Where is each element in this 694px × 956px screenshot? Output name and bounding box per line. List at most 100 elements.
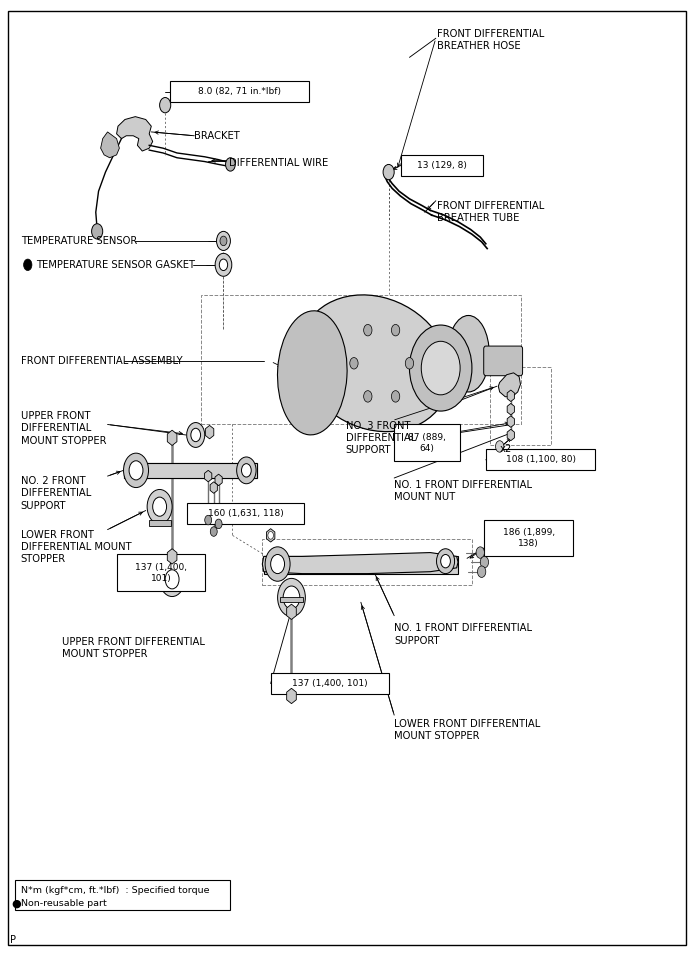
Polygon shape xyxy=(167,430,177,445)
Text: 160 (1,631, 118): 160 (1,631, 118) xyxy=(208,509,284,518)
Text: N*m (kgf*cm, ft.*lbf)  : Specified torque: N*m (kgf*cm, ft.*lbf) : Specified torque xyxy=(21,885,210,895)
Polygon shape xyxy=(287,688,296,704)
Text: BRACKET: BRACKET xyxy=(194,131,240,141)
FancyBboxPatch shape xyxy=(401,155,483,176)
Polygon shape xyxy=(215,474,222,486)
Bar xyxy=(201,295,520,424)
Circle shape xyxy=(92,224,103,239)
FancyBboxPatch shape xyxy=(187,503,304,524)
Circle shape xyxy=(437,549,455,574)
Circle shape xyxy=(364,324,372,336)
Bar xyxy=(124,463,257,478)
Circle shape xyxy=(147,489,172,524)
Text: LOWER FRONT DIFFERENTIAL
MOUNT STOPPER: LOWER FRONT DIFFERENTIAL MOUNT STOPPER xyxy=(394,719,541,741)
Circle shape xyxy=(124,453,149,488)
Text: LOWER FRONT
DIFFERENTIAL MOUNT
STOPPER: LOWER FRONT DIFFERENTIAL MOUNT STOPPER xyxy=(21,530,131,564)
Circle shape xyxy=(383,164,394,180)
Circle shape xyxy=(441,554,450,568)
FancyBboxPatch shape xyxy=(394,424,460,461)
Circle shape xyxy=(265,547,290,581)
Bar xyxy=(262,539,472,585)
Bar xyxy=(264,556,458,574)
Circle shape xyxy=(242,464,251,477)
Ellipse shape xyxy=(299,294,450,432)
Circle shape xyxy=(187,423,205,447)
Circle shape xyxy=(405,358,414,369)
Circle shape xyxy=(283,586,300,609)
Polygon shape xyxy=(507,390,514,402)
Circle shape xyxy=(217,231,230,250)
Text: NO. 1 FRONT DIFFERENTIAL
SUPPORT: NO. 1 FRONT DIFFERENTIAL SUPPORT xyxy=(394,623,532,645)
Polygon shape xyxy=(101,132,119,158)
Polygon shape xyxy=(498,373,520,397)
Text: DIFFERENTIAL WIRE: DIFFERENTIAL WIRE xyxy=(229,158,328,167)
Circle shape xyxy=(476,547,484,558)
Circle shape xyxy=(210,527,217,536)
Bar xyxy=(490,367,551,445)
Circle shape xyxy=(153,497,167,516)
Text: Non-reusable part: Non-reusable part xyxy=(21,900,107,908)
Circle shape xyxy=(391,391,400,402)
Polygon shape xyxy=(507,429,514,441)
Circle shape xyxy=(477,566,486,577)
Polygon shape xyxy=(266,529,275,542)
Polygon shape xyxy=(507,403,514,415)
Text: FRONT DIFFERENTIAL ASSEMBLY: FRONT DIFFERENTIAL ASSEMBLY xyxy=(21,357,183,366)
Circle shape xyxy=(24,259,32,271)
FancyBboxPatch shape xyxy=(484,346,523,376)
Circle shape xyxy=(226,158,235,171)
Circle shape xyxy=(205,515,212,525)
Text: TEMPERATURE SENSOR: TEMPERATURE SENSOR xyxy=(21,236,137,246)
FancyBboxPatch shape xyxy=(486,449,595,470)
Circle shape xyxy=(364,391,372,402)
FancyBboxPatch shape xyxy=(484,520,573,556)
Bar xyxy=(149,520,171,526)
Text: 13 (129, 8): 13 (129, 8) xyxy=(417,161,467,170)
Polygon shape xyxy=(507,416,514,427)
Text: 87 (889,
64): 87 (889, 64) xyxy=(408,433,446,452)
FancyBboxPatch shape xyxy=(15,880,230,910)
Circle shape xyxy=(215,519,222,529)
Circle shape xyxy=(237,457,256,484)
Text: FRONT DIFFERENTIAL
BREATHER TUBE: FRONT DIFFERENTIAL BREATHER TUBE xyxy=(437,201,545,223)
Circle shape xyxy=(129,461,143,480)
Text: x2: x2 xyxy=(500,445,512,454)
Circle shape xyxy=(165,570,179,589)
Circle shape xyxy=(220,236,227,246)
Circle shape xyxy=(350,358,358,369)
Text: TEMPERATURE SENSOR GASKET: TEMPERATURE SENSOR GASKET xyxy=(36,260,195,270)
Text: FRONT DIFFERENTIAL
BREATHER HOSE: FRONT DIFFERENTIAL BREATHER HOSE xyxy=(437,29,545,51)
Circle shape xyxy=(160,562,185,597)
Circle shape xyxy=(480,556,489,568)
Text: P: P xyxy=(10,935,17,945)
Text: NO. 3 FRONT
DIFFERENTIAL
SUPPORT: NO. 3 FRONT DIFFERENTIAL SUPPORT xyxy=(346,421,416,455)
Circle shape xyxy=(421,341,460,395)
Circle shape xyxy=(391,324,400,336)
Ellipse shape xyxy=(448,315,489,392)
FancyBboxPatch shape xyxy=(271,673,389,694)
Text: NO. 2 FRONT
DIFFERENTIAL
SUPPORT: NO. 2 FRONT DIFFERENTIAL SUPPORT xyxy=(21,476,91,511)
Polygon shape xyxy=(262,553,458,574)
Text: 137 (1,400, 101): 137 (1,400, 101) xyxy=(292,679,367,688)
Circle shape xyxy=(278,578,305,617)
Circle shape xyxy=(219,259,228,271)
Circle shape xyxy=(409,325,472,411)
Polygon shape xyxy=(210,482,217,493)
FancyBboxPatch shape xyxy=(170,81,309,102)
Polygon shape xyxy=(167,549,177,564)
Circle shape xyxy=(271,554,285,574)
Bar xyxy=(280,597,303,602)
Circle shape xyxy=(496,441,504,452)
Text: NO. 1 FRONT DIFFERENTIAL
MOUNT NUT: NO. 1 FRONT DIFFERENTIAL MOUNT NUT xyxy=(394,480,532,502)
Text: 108 (1,100, 80): 108 (1,100, 80) xyxy=(506,455,575,465)
FancyBboxPatch shape xyxy=(117,554,205,591)
Circle shape xyxy=(268,532,273,539)
Text: UPPER FRONT
DIFFERENTIAL
MOUNT STOPPER: UPPER FRONT DIFFERENTIAL MOUNT STOPPER xyxy=(21,411,106,445)
Polygon shape xyxy=(117,117,153,151)
Text: 137 (1,400,
101): 137 (1,400, 101) xyxy=(135,563,187,582)
Polygon shape xyxy=(287,604,296,619)
Text: UPPER FRONT DIFFERENTIAL
MOUNT STOPPER: UPPER FRONT DIFFERENTIAL MOUNT STOPPER xyxy=(62,637,205,659)
Text: ●: ● xyxy=(12,899,22,909)
Text: 8.0 (82, 71 in.*lbf): 8.0 (82, 71 in.*lbf) xyxy=(198,87,281,97)
Circle shape xyxy=(160,98,171,113)
